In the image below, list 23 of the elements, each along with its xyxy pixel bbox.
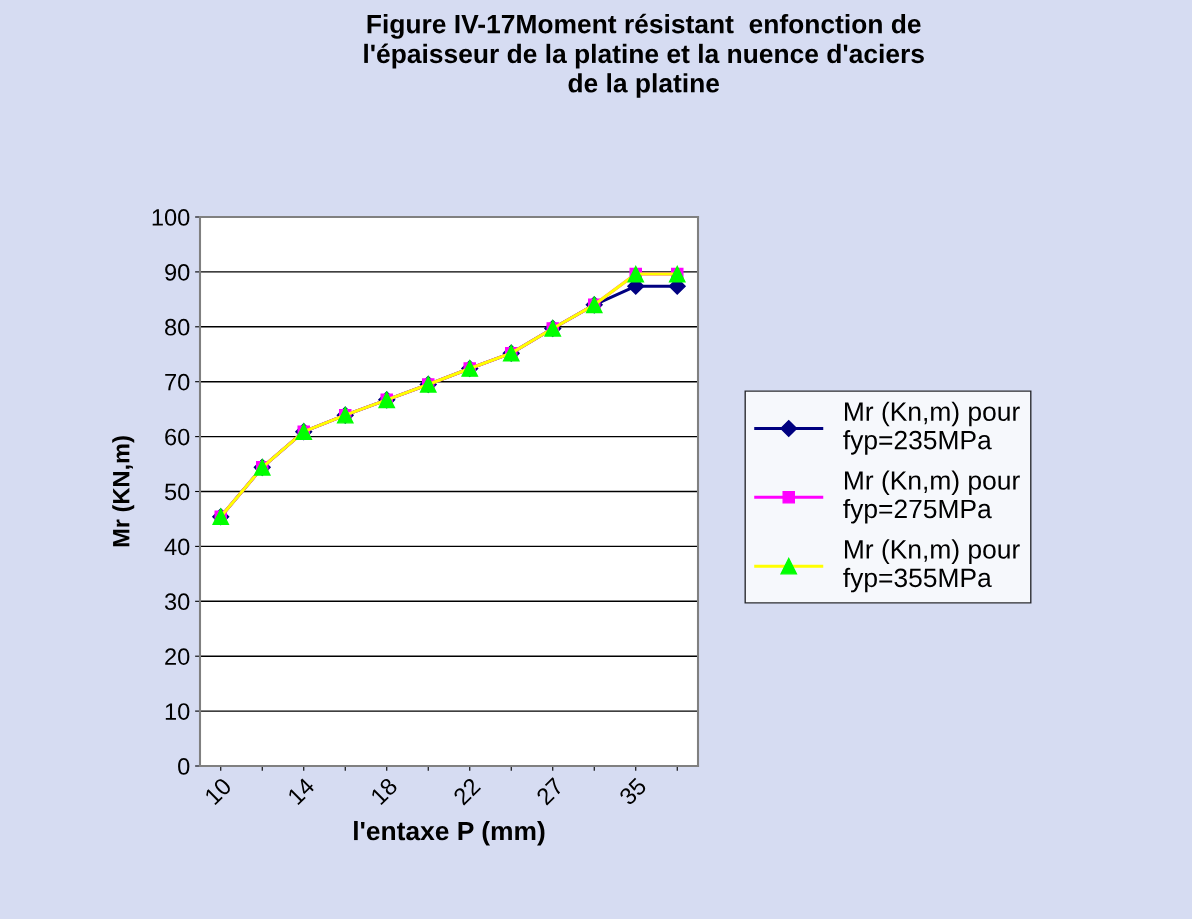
- x-tick-label: 22: [452, 777, 482, 806]
- y-tick-label: 80: [165, 318, 190, 336]
- y-tick-label: 20: [165, 648, 190, 665]
- legend-label: Mr (Kn,m) pour fyp=275MPa: [843, 470, 1020, 524]
- x-tick-label: 10: [203, 776, 233, 806]
- x-tick-label: 35: [618, 776, 648, 806]
- legend-label: Mr (Kn,m) pour fyp=235MPa: [843, 401, 1020, 455]
- x-axis-title: l'entaxe P (mm): [354, 820, 545, 846]
- y-tick-label: 100: [152, 209, 190, 226]
- y-tick-label: 10: [165, 703, 190, 720]
- y-tick-label: 70: [165, 373, 190, 391]
- y-tick-label: 30: [164, 593, 190, 611]
- chart-title: Figure IV-17Moment résistant enfonction de l'épaisseur de la platine et la nuence d'aciers de la platine: [364, 13, 924, 98]
- y-tick-label: 0: [178, 758, 190, 775]
- y-tick-label: 90: [165, 263, 190, 281]
- y-tick-label: 50: [164, 483, 190, 501]
- y-tick-label: 60: [165, 428, 190, 446]
- x-tick-label: 18: [369, 776, 399, 806]
- x-tick-label: 27: [535, 777, 565, 806]
- y-tick-label: 40: [164, 538, 190, 556]
- y-axis-title: Mr (KN,m): [112, 436, 135, 547]
- legend-label: Mr (Kn,m) pour fyp=355MPa: [843, 539, 1020, 593]
- x-tick-label: 14: [287, 776, 316, 806]
